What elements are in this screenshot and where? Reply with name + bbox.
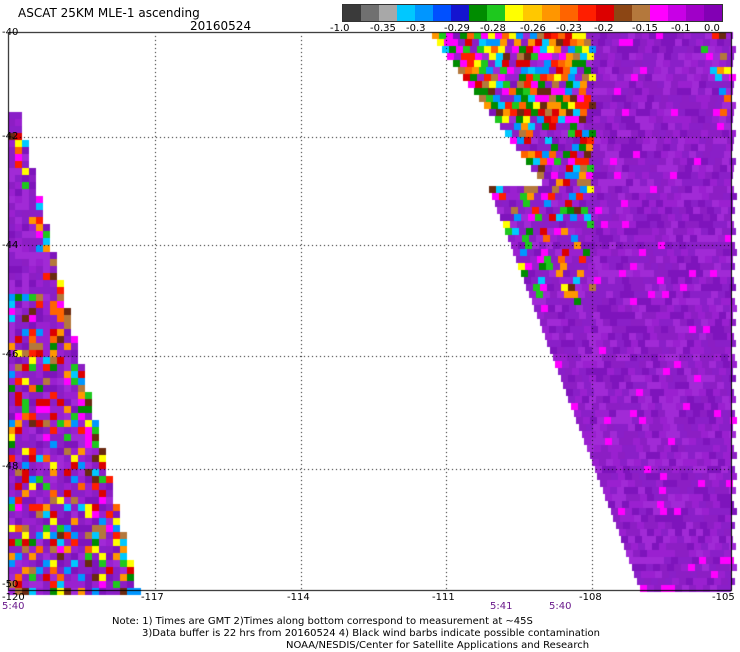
scale-label: -0.15 [632,23,658,34]
footer-notes: Note: 1) Times are GMT 2)Times along bot… [112,616,600,652]
color-swatch [361,5,380,21]
color-swatch [433,5,452,21]
color-swatch [469,5,488,21]
color-swatch [343,5,362,21]
scale-label: 0.0 [704,23,720,34]
time-label: 5:40 [549,601,572,612]
time-label: 5:40 [2,601,25,612]
color-scale-labels: -1.0 -0.35 -0.3 -0.29 -0.28 -0.26 -0.23 … [330,23,740,37]
scale-label: -1.0 [330,23,350,34]
lat-label: -48 [2,461,19,472]
color-swatch [667,5,686,21]
color-swatch [415,5,434,21]
lon-label: -120 [2,592,25,603]
note-line: 3)Data buffer is 22 hrs from 20160524 4)… [142,628,600,639]
scale-label: -0.1 [671,23,691,34]
scale-label: -0.28 [480,23,506,34]
color-swatch [451,5,470,21]
color-swatch [595,5,614,21]
lat-label: -40 [2,27,19,38]
scale-label: -0.29 [444,23,470,34]
scale-label: -0.23 [556,23,582,34]
color-swatch [505,5,524,21]
lat-label: -44 [2,240,19,251]
lat-label: -50 [2,579,19,590]
lon-label: -117 [141,592,164,603]
lat-label: -46 [2,349,19,360]
lat-label: -42 [2,131,19,142]
note-line: NOAA/NESDIS/Center for Satellite Applica… [286,640,590,651]
color-swatch [559,5,578,21]
color-swatch [541,5,560,21]
color-swatch [703,5,722,21]
color-swatch [649,5,668,21]
scale-label: -0.3 [406,23,426,34]
color-swatch [523,5,542,21]
color-swatch [379,5,398,21]
time-label: 5:41 [490,601,513,612]
color-swatch [613,5,632,21]
lon-label: -111 [432,592,455,603]
color-scale-bar [342,4,723,22]
map-date: 20160524 [190,19,252,33]
note-line: Note: 1) Times are GMT 2)Times along bot… [112,616,533,627]
scale-label: -0.26 [520,23,546,34]
color-swatch [631,5,650,21]
scale-label: -0.2 [594,23,614,34]
lon-label: -108 [579,592,602,603]
map-title: ASCAT 25KM MLE-1 ascending [18,6,200,20]
color-swatch [577,5,596,21]
scale-label: -0.35 [370,23,396,34]
color-swatch [487,5,506,21]
lon-label: -105 [712,592,735,603]
color-swatch [397,5,416,21]
lon-label: -114 [287,592,310,603]
color-swatch [685,5,704,21]
